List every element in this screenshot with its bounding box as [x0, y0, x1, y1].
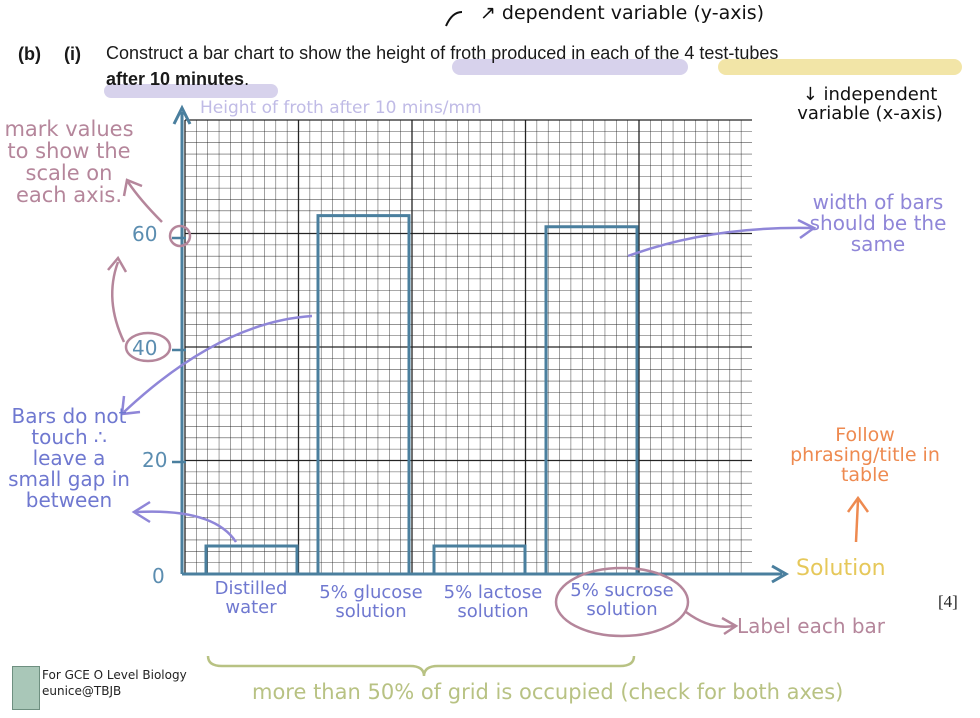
graph-paper-grid [184, 119, 752, 575]
arrowhead-label-each-bar [721, 616, 739, 636]
arrowhead-bars-gap-top [120, 395, 141, 416]
highlight-height-of-froth [452, 59, 688, 75]
annotation-width-of-bars: width of bars should be the same [809, 190, 947, 256]
y-ticks [172, 236, 186, 464]
bar-2 [432, 544, 527, 574]
question-subpart: (i) [64, 44, 81, 64]
arrowhead-40 [107, 255, 128, 273]
arrow-bars-gap-top [123, 314, 313, 413]
arrow-width-of-bars [627, 226, 813, 258]
category-label-glucose: 5% glucose solution [319, 582, 423, 622]
circle-sucrose-label [554, 566, 690, 638]
y-tick-label-0: 0 [152, 564, 165, 588]
arrowhead-width-of-bars [797, 218, 817, 240]
annotation-dependent-variable: ↗ dependent variable (y-axis) [479, 2, 765, 24]
bar-3 [544, 225, 639, 574]
brace-grid-occupied [206, 655, 636, 677]
annotation-bars-gap: Bars do not touch ∴ leave a small gap in… [8, 404, 130, 512]
bar-1 [316, 214, 411, 574]
x-axis-arrowhead [771, 564, 790, 584]
y-tick-label-40: 40 [132, 336, 158, 360]
y-axis-arrowhead [172, 104, 192, 125]
question-part: (b) [18, 44, 41, 64]
arrow-label-each-bar [685, 610, 735, 628]
y-tick-label-20: 20 [142, 448, 168, 472]
category-label-distilled-water: Distilled water [214, 578, 288, 618]
x-axis-label: Solution [796, 556, 886, 581]
arrow-follow-phrasing [854, 499, 860, 543]
circle-tick-60 [168, 224, 192, 248]
book-cover-icon [12, 666, 40, 710]
arrow-dependent [445, 11, 463, 27]
annotation-arrows [107, 11, 870, 677]
annotation-independent-variable: ↓ independent variable (x-axis) [797, 84, 943, 124]
question-text: Construct a bar chart to show the height… [106, 40, 976, 92]
question-period: . [244, 69, 250, 89]
category-label-lactose: 5% lactose solution [443, 582, 543, 622]
footer-line-1: For GCE O Level Biology [42, 668, 187, 682]
arrowhead-60 [122, 178, 143, 197]
bars [204, 214, 639, 574]
axes [172, 104, 790, 584]
marks-label: [4] [938, 592, 958, 611]
y-tick-label-60: 60 [132, 222, 158, 246]
arrow-to-60 [126, 181, 163, 223]
arrow-to-40 [110, 261, 126, 343]
y-axis-label: Height of froth after 10 mins/mm [200, 98, 482, 118]
category-label-sucrose: 5% sucrose solution [570, 580, 674, 620]
question-line1: Construct a bar chart to show the height… [106, 43, 779, 63]
annotation-label-each-bar: Label each bar [736, 614, 886, 638]
annotation-grid-occupied: more than 50% of grid is occupied (check… [252, 680, 844, 704]
arrowhead-bars-gap-bottom [131, 500, 151, 524]
bar-0 [204, 544, 299, 574]
footer-line-2: eunice@TBJB [42, 684, 122, 698]
circle-tick-40 [124, 331, 172, 363]
question-after-10-minutes: after 10 minutes [106, 69, 245, 89]
arrow-bars-gap-bottom [135, 510, 238, 543]
annotation-follow-phrasing: Follow phrasing/title in table [790, 424, 940, 486]
highlight-after-10-minutes [104, 84, 278, 98]
annotation-mark-values: mark values to show the scale on each ax… [4, 117, 134, 208]
highlight-test-tubes [718, 59, 962, 75]
arrowhead-follow-phrasing [846, 495, 870, 513]
